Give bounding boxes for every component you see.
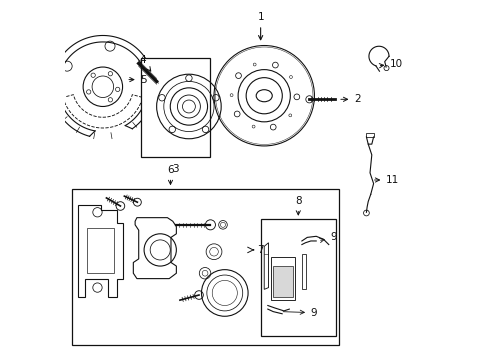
Bar — [273, 266, 292, 297]
Text: 8: 8 — [294, 196, 301, 215]
Bar — [301, 253, 305, 289]
Bar — [271, 257, 294, 300]
Text: 3: 3 — [172, 164, 179, 174]
Bar — [72, 189, 338, 345]
Text: 6: 6 — [167, 165, 173, 184]
Text: 9: 9 — [319, 232, 337, 243]
Text: 1: 1 — [257, 12, 264, 40]
Text: 9: 9 — [283, 308, 317, 318]
Bar — [86, 228, 113, 273]
Text: 10: 10 — [379, 59, 403, 69]
Text: 11: 11 — [374, 175, 399, 185]
Bar — [366, 133, 373, 137]
Text: 2: 2 — [340, 94, 360, 104]
Text: 4: 4 — [139, 55, 150, 71]
Bar — [260, 220, 335, 336]
Text: 7: 7 — [257, 245, 263, 255]
Bar — [140, 58, 210, 157]
Text: 5: 5 — [129, 75, 147, 85]
